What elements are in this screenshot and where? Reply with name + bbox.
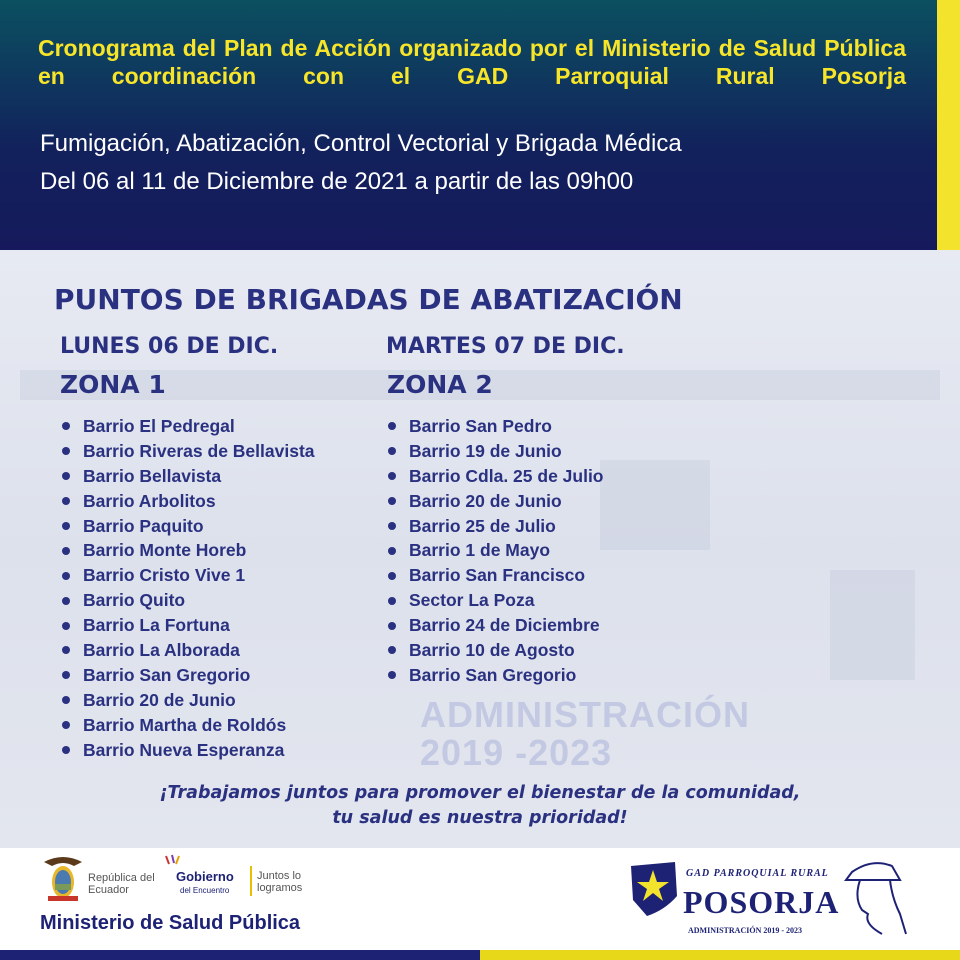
gad-top-label: GAD PARROQUIAL RURAL	[686, 868, 829, 879]
list-item: Barrio 20 de Junio	[388, 489, 604, 514]
divider	[250, 866, 252, 896]
gad-admin-label: ADMINISTRACIÓN 2019 - 2023	[688, 926, 803, 935]
footer: República del Ecuador Gobierno del Encue…	[0, 848, 960, 950]
slogan-line-1: ¡Trabajamos juntos para promover el bien…	[159, 783, 801, 803]
list-item: Barrio Cristo Vive 1	[62, 563, 315, 588]
bottom-bar-navy	[0, 950, 480, 960]
person-bg	[830, 570, 915, 680]
tent-roof-bg	[20, 370, 940, 400]
list-item: Barrio Quito	[62, 588, 315, 613]
list-item: Barrio San Pedro	[388, 414, 604, 439]
list-item: Barrio 25 de Julio	[388, 514, 604, 539]
list-item: Barrio Monte Horeb	[62, 538, 315, 563]
zone-label-1: ZONA 1	[60, 370, 166, 399]
zone-label-2: ZONA 2	[387, 370, 493, 399]
watermark: ADMINISTRACIÓN 2019 -2023	[420, 694, 750, 773]
truck-bg	[600, 460, 710, 550]
gad-name: POSORJA	[683, 884, 840, 920]
list-item: Barrio 24 de Diciembre	[388, 613, 604, 638]
list-item: Barrio Arbolitos	[62, 489, 315, 514]
slogan-line-2: tu salud es nuestra prioridad!	[332, 808, 628, 828]
day-label-1: LUNES 06 DE DIC.	[60, 334, 279, 359]
zone-1-list: Barrio El Pedregal Barrio Riveras de Bell…	[62, 414, 315, 762]
republica-ecuador-label: República del Ecuador	[88, 872, 155, 896]
list-item: Barrio San Gregorio	[62, 663, 315, 688]
zone-2-list: Barrio San Pedro Barrio 19 de Junio Barrio…	[388, 414, 604, 688]
gobierno-label: Gobierno	[176, 869, 234, 884]
list-item: Barrio La Alborada	[62, 638, 315, 663]
header-banner: Cronograma del Plan de Acción organizado…	[0, 0, 937, 250]
list-item: Barrio La Fortuna	[62, 613, 315, 638]
list-item: Barrio San Francisco	[388, 563, 604, 588]
header-title: Cronograma del Plan de Acción organizado…	[38, 35, 906, 89]
list-item: Barrio San Gregorio	[388, 663, 604, 688]
section-heading: PUNTOS DE BRIGADAS DE ABATIZACIÓN	[54, 283, 683, 316]
list-item: Barrio Riveras de Bellavista	[62, 439, 315, 464]
list-item: Barrio Martha de Roldós	[62, 713, 315, 738]
bottom-bar-yellow	[480, 950, 960, 960]
header-subtitle-activities: Fumigación, Abatización, Control Vectori…	[40, 130, 682, 157]
list-item: Barrio 10 de Agosto	[388, 638, 604, 663]
list-item: Barrio 19 de Junio	[388, 439, 604, 464]
ministerio-label: Ministerio de Salud Pública	[40, 912, 301, 934]
ecuador-coat-of-arms-icon	[44, 857, 82, 901]
list-item: Sector La Poza	[388, 588, 604, 613]
gobierno-logo-icon	[165, 854, 180, 865]
header-subtitle-dates: Del 06 al 11 de Diciembre de 2021 a part…	[40, 168, 634, 195]
list-item: Barrio 20 de Junio	[62, 688, 315, 713]
main-section: ADMINISTRACIÓN 2019 -2023 PUNTOS DE BRIG…	[0, 250, 960, 848]
list-item: Barrio Cdla. 25 de Julio	[388, 464, 604, 489]
gad-shield-star-icon	[631, 862, 677, 916]
juntos-label: Juntos lo logramos	[257, 870, 303, 894]
fisherman-hat-icon	[844, 862, 907, 935]
day-label-2: MARTES 07 DE DIC.	[386, 334, 625, 359]
list-item: Barrio 1 de Mayo	[388, 538, 604, 563]
list-item: Barrio El Pedregal	[62, 414, 315, 439]
list-item: Barrio Nueva Esperanza	[62, 738, 315, 763]
list-item: Barrio Bellavista	[62, 464, 315, 489]
gobierno-sub-label: del Encuentro	[180, 886, 230, 895]
list-item: Barrio Paquito	[62, 514, 315, 539]
yellow-stripe	[937, 0, 960, 250]
